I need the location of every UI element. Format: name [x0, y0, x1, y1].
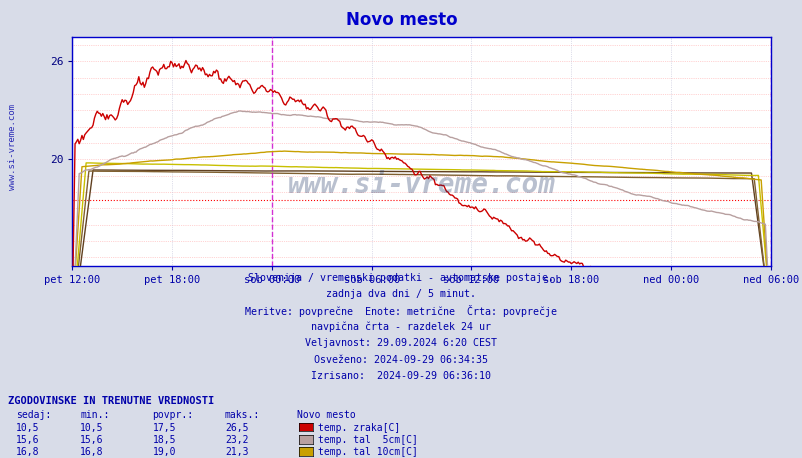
- Text: Osveženo: 2024-09-29 06:34:35: Osveženo: 2024-09-29 06:34:35: [314, 355, 488, 365]
- Text: 10,5: 10,5: [16, 423, 39, 433]
- Text: Novo mesto: Novo mesto: [297, 410, 355, 420]
- Text: temp. tal  5cm[C]: temp. tal 5cm[C]: [318, 435, 417, 445]
- Text: 26,5: 26,5: [225, 423, 248, 433]
- Text: zadnja dva dni / 5 minut.: zadnja dva dni / 5 minut.: [326, 289, 476, 299]
- Text: 16,8: 16,8: [80, 447, 103, 458]
- Text: 19,0: 19,0: [152, 447, 176, 458]
- Text: 10,5: 10,5: [80, 423, 103, 433]
- Text: 15,6: 15,6: [16, 435, 39, 445]
- Text: Slovenija / vremenski podatki - avtomatske postaje.: Slovenija / vremenski podatki - avtomats…: [248, 273, 554, 283]
- Text: www.si-vreme.com: www.si-vreme.com: [7, 104, 17, 190]
- Text: 23,2: 23,2: [225, 435, 248, 445]
- Text: Veljavnost: 29.09.2024 6:20 CEST: Veljavnost: 29.09.2024 6:20 CEST: [305, 338, 497, 349]
- Text: Meritve: povprečne  Enote: metrične  Črta: povprečje: Meritve: povprečne Enote: metrične Črta:…: [245, 305, 557, 317]
- Text: www.si-vreme.com: www.si-vreme.com: [287, 171, 555, 200]
- Text: temp. tal 10cm[C]: temp. tal 10cm[C]: [318, 447, 417, 458]
- Text: 21,3: 21,3: [225, 447, 248, 458]
- Text: temp. zraka[C]: temp. zraka[C]: [318, 423, 399, 433]
- Text: min.:: min.:: [80, 410, 110, 420]
- Text: sedaj:: sedaj:: [16, 410, 51, 420]
- Text: povpr.:: povpr.:: [152, 410, 193, 420]
- Text: 17,5: 17,5: [152, 423, 176, 433]
- Text: Novo mesto: Novo mesto: [345, 11, 457, 29]
- Text: maks.:: maks.:: [225, 410, 260, 420]
- Text: 16,8: 16,8: [16, 447, 39, 458]
- Text: 15,6: 15,6: [80, 435, 103, 445]
- Text: 18,5: 18,5: [152, 435, 176, 445]
- Text: Izrisano:  2024-09-29 06:36:10: Izrisano: 2024-09-29 06:36:10: [311, 371, 491, 382]
- Text: ZGODOVINSKE IN TRENUTNE VREDNOSTI: ZGODOVINSKE IN TRENUTNE VREDNOSTI: [8, 396, 214, 406]
- Text: navpična črta - razdelek 24 ur: navpična črta - razdelek 24 ur: [311, 322, 491, 333]
